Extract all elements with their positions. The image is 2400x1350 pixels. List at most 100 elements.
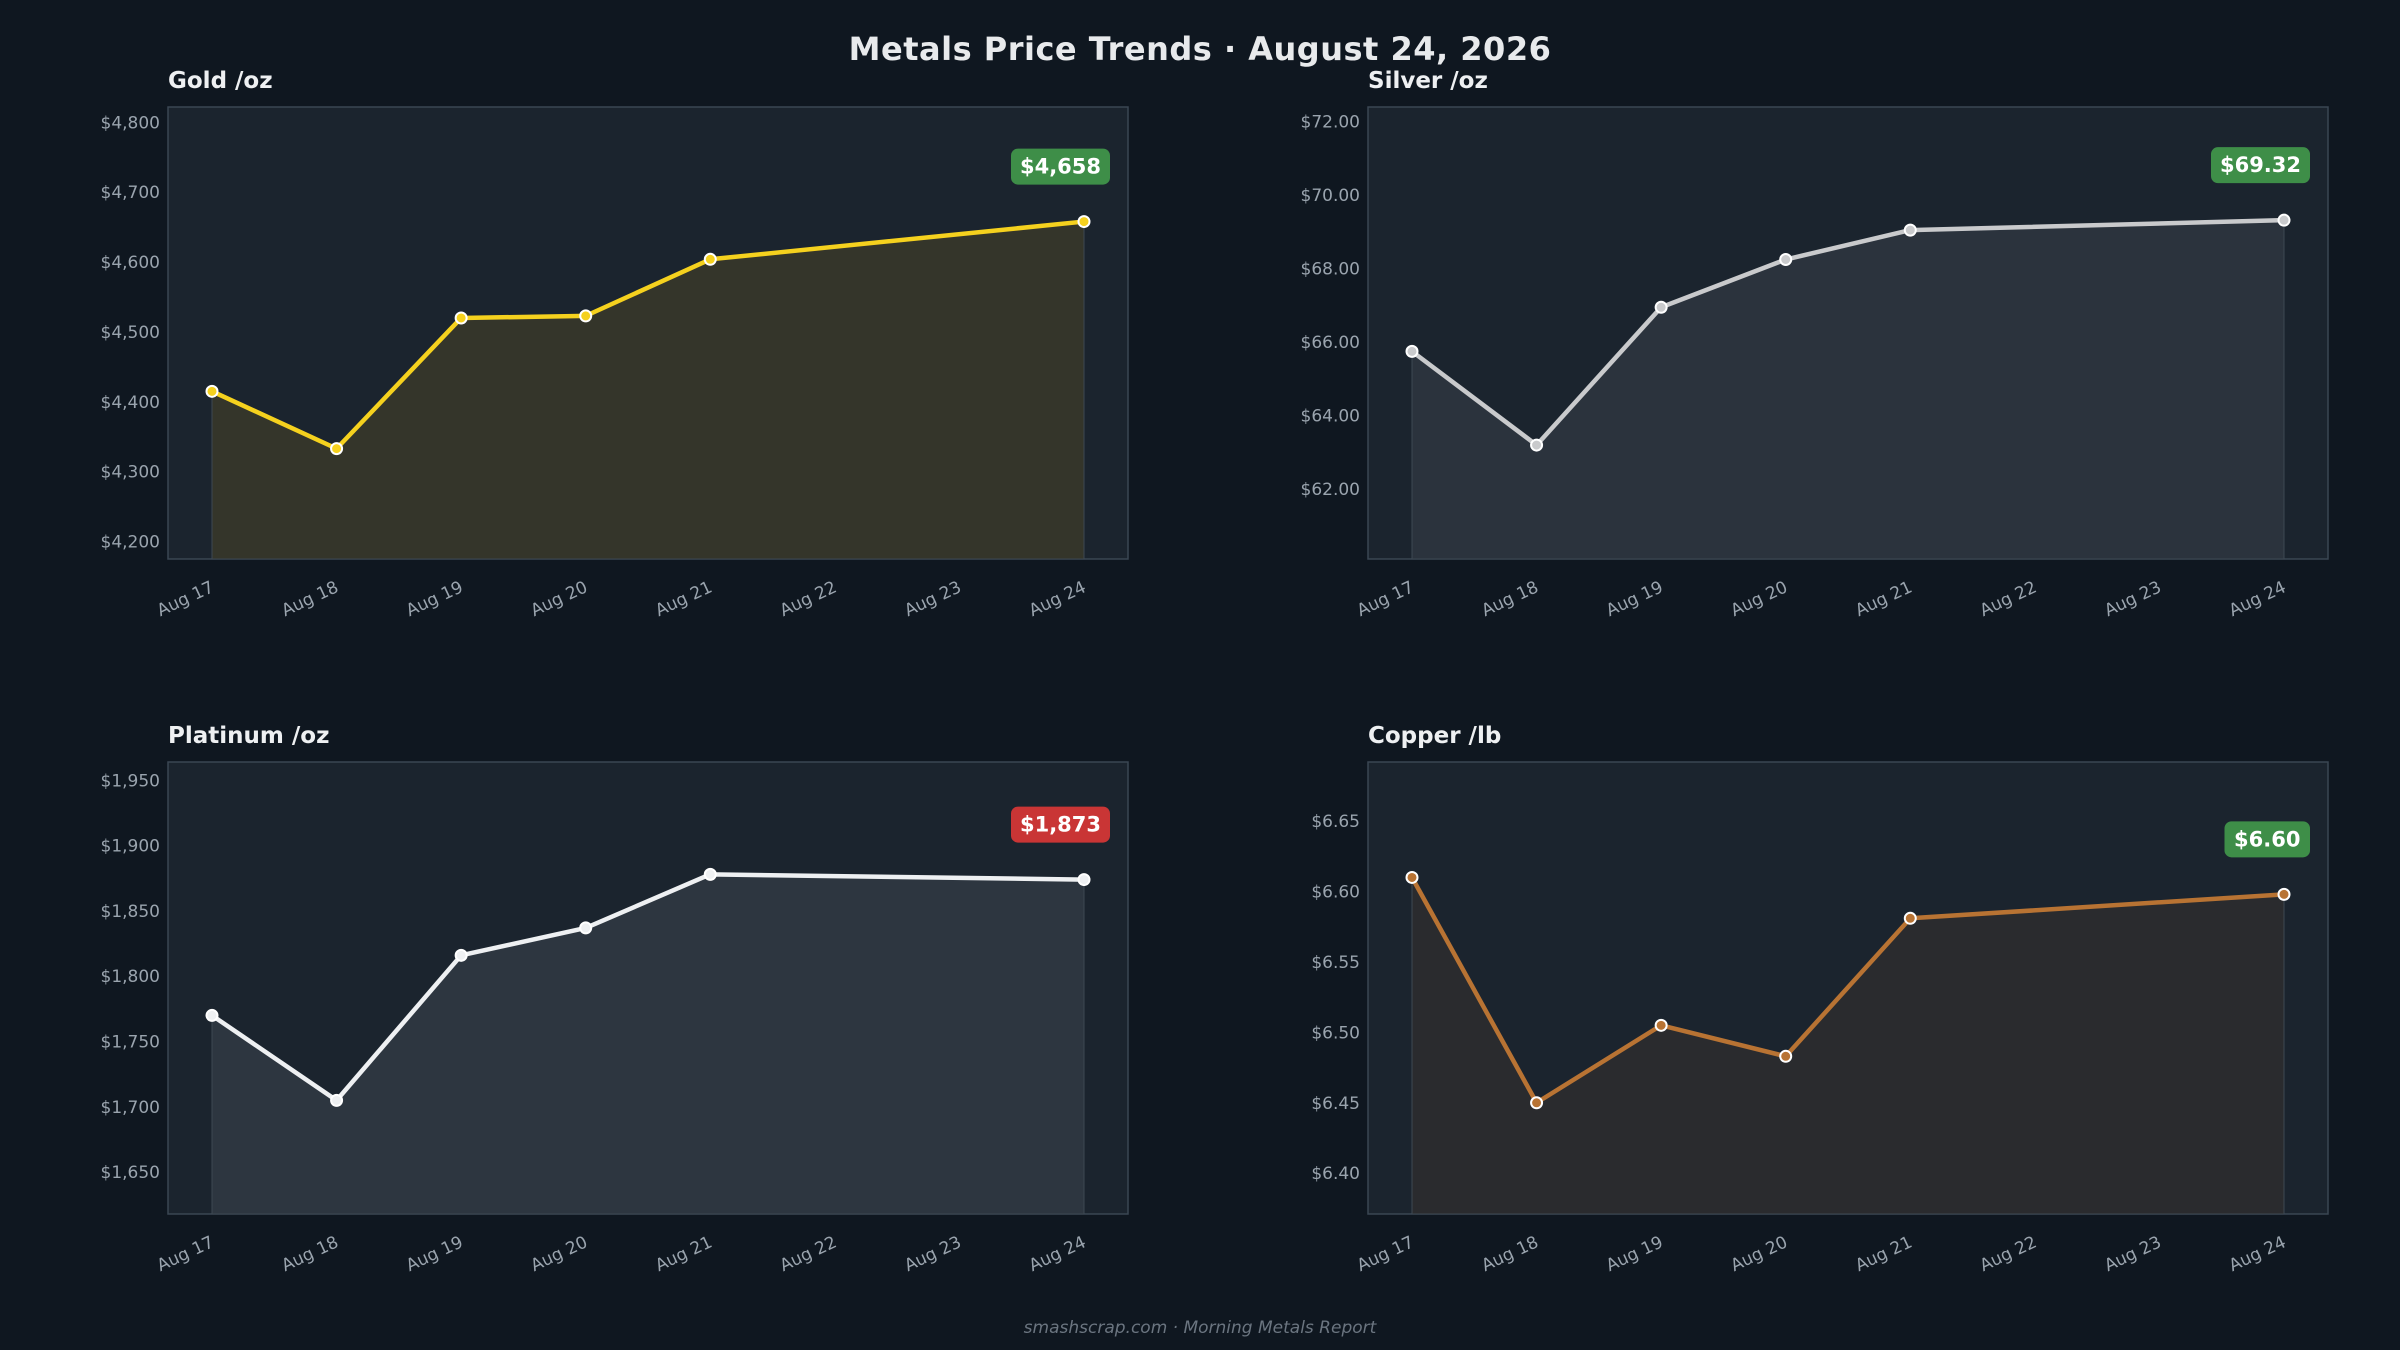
silver-ytick-label: $66.00	[1301, 333, 1360, 353]
platinum-price-point	[205, 1008, 219, 1022]
gold-price-line	[209, 219, 1087, 451]
copper-ytick-label: $6.50	[1311, 1023, 1360, 1043]
copper-price-point	[1530, 1096, 1544, 1110]
platinum-price-badge-label: $1,873	[1020, 813, 1101, 837]
silver-price-point	[2277, 213, 2291, 227]
copper-xtick-label: Aug 18	[1479, 1232, 1542, 1276]
page-title: Metals Price Trends · August 24, 2026	[848, 30, 1552, 68]
platinum-xtick-label: Aug 20	[528, 1232, 591, 1276]
gold-price-point	[703, 252, 717, 266]
gold-xtick-label: Aug 17	[154, 577, 217, 621]
platinum-xtick-label: Aug 22	[777, 1232, 840, 1276]
platinum-xtick-label: Aug 23	[901, 1232, 964, 1276]
copper-xtick-label: Aug 21	[1852, 1232, 1915, 1276]
copper-chart-panel: Copper /lb $6.40 $6.45 $6.50 $6.55 $6.60 $6.65…	[1311, 723, 2329, 1276]
gold-xtick-label: Aug 23	[901, 577, 964, 621]
gold-ytick-label: $4,500	[101, 323, 160, 343]
gold-xtick-label: Aug 22	[777, 577, 840, 621]
platinum-ytick-label: $1,800	[101, 967, 160, 987]
gold-price-point	[1077, 215, 1091, 229]
silver-chart-panel: Silver /oz $62.00 $64.00 $66.00 $68.00 $70.00…	[1301, 68, 2329, 621]
copper-price-point	[1903, 911, 1917, 925]
platinum-chart-title: Platinum /oz	[168, 723, 329, 749]
silver-xtick-label: Aug 17	[1354, 577, 1417, 621]
copper-xtick-label: Aug 22	[1977, 1232, 2040, 1276]
footer-credit: smashscrap.com · Morning Metals Report	[1023, 1318, 1377, 1338]
gold-price-point	[330, 442, 344, 456]
platinum-price-point	[1077, 873, 1091, 887]
platinum-ytick-label: $1,700	[101, 1098, 160, 1118]
copper-price-line	[1409, 875, 2287, 1106]
platinum-price-point	[579, 921, 593, 935]
copper-price-badge	[2224, 821, 2310, 858]
gold-ytick-label: $4,700	[101, 183, 160, 203]
silver-chart-title: Silver /oz	[1368, 68, 1488, 94]
copper-xtick-label: Aug 20	[1728, 1232, 1791, 1276]
copper-chart-title: Copper /lb	[1368, 723, 1501, 749]
copper-xtick-label: Aug 23	[2101, 1232, 2164, 1276]
silver-price-point	[1779, 253, 1793, 267]
silver-xtick-label: Aug 22	[1977, 577, 2040, 621]
gold-chart-panel: Gold /oz $4,200 $4,300 $4,400 $4,500 $4,600 $4…	[101, 68, 1129, 621]
copper-price-point	[1779, 1049, 1793, 1063]
gold-price-badge-label: $4,658	[1020, 155, 1101, 179]
platinum-chart-panel: Platinum /oz $1,650 $1,700 $1,750 $1,800 $1,8…	[101, 723, 1129, 1276]
gold-xtick-label: Aug 21	[652, 577, 715, 621]
silver-xtick-label: Aug 23	[2101, 577, 2164, 621]
copper-price-point	[2277, 887, 2291, 901]
gold-price-point	[454, 311, 468, 325]
silver-price-point	[1654, 300, 1668, 314]
gold-xtick-label: Aug 20	[528, 577, 591, 621]
platinum-price-point	[330, 1093, 344, 1107]
gold-xtick-label: Aug 18	[279, 577, 342, 621]
platinum-xtick-label: Aug 21	[652, 1232, 715, 1276]
platinum-xtick-label: Aug 17	[154, 1232, 217, 1276]
copper-price-point	[1405, 870, 1419, 884]
gold-xtick-label: Aug 24	[1026, 577, 1089, 621]
silver-price-badge	[2211, 147, 2310, 184]
silver-xtick-label: Aug 18	[1479, 577, 1542, 621]
gold-ytick-label: $4,600	[101, 253, 160, 273]
silver-price-line	[1409, 217, 2287, 448]
platinum-ytick-label: $1,650	[101, 1163, 160, 1183]
silver-xtick-label: Aug 20	[1728, 577, 1791, 621]
silver-price-point	[1405, 344, 1419, 358]
platinum-price-line	[209, 872, 1087, 1103]
silver-price-badge-label: $69.32	[2220, 153, 2301, 177]
silver-price-point	[1903, 223, 1917, 237]
gold-ytick-label: $4,200	[101, 533, 160, 553]
silver-ytick-label: $70.00	[1301, 186, 1360, 206]
copper-price-badge-label: $6.60	[2234, 827, 2300, 851]
copper-ytick-label: $6.40	[1311, 1164, 1360, 1184]
gold-price-point	[579, 309, 593, 323]
silver-price-point	[1530, 438, 1544, 452]
platinum-ytick-label: $1,750	[101, 1033, 160, 1053]
platinum-xtick-label: Aug 19	[403, 1232, 466, 1276]
copper-ytick-label: $6.55	[1311, 953, 1360, 973]
silver-ytick-label: $64.00	[1301, 407, 1360, 427]
gold-ytick-label: $4,400	[101, 393, 160, 413]
gold-price-point	[205, 384, 219, 398]
silver-xtick-label: Aug 21	[1852, 577, 1915, 621]
copper-ytick-label: $6.60	[1311, 883, 1360, 903]
gold-chart-title: Gold /oz	[168, 68, 273, 94]
platinum-xtick-label: Aug 24	[1026, 1232, 1089, 1276]
gold-ytick-label: $4,800	[101, 113, 160, 133]
silver-ytick-label: $72.00	[1301, 113, 1360, 133]
platinum-price-point	[703, 867, 717, 881]
copper-xtick-label: Aug 19	[1603, 1232, 1666, 1276]
gold-xtick-label: Aug 19	[403, 577, 466, 621]
copper-xtick-label: Aug 24	[2226, 1232, 2289, 1276]
platinum-ytick-label: $1,850	[101, 902, 160, 922]
copper-ytick-label: $6.45	[1311, 1094, 1360, 1114]
platinum-ytick-label: $1,950	[101, 771, 160, 791]
platinum-ytick-label: $1,900	[101, 837, 160, 857]
platinum-price-badge	[1011, 806, 1110, 843]
silver-xtick-label: Aug 19	[1603, 577, 1666, 621]
platinum-price-point	[454, 948, 468, 962]
copper-xtick-label: Aug 17	[1354, 1232, 1417, 1276]
gold-price-badge	[1011, 148, 1110, 185]
copper-ytick-label: $6.65	[1311, 812, 1360, 832]
platinum-xtick-label: Aug 18	[279, 1232, 342, 1276]
